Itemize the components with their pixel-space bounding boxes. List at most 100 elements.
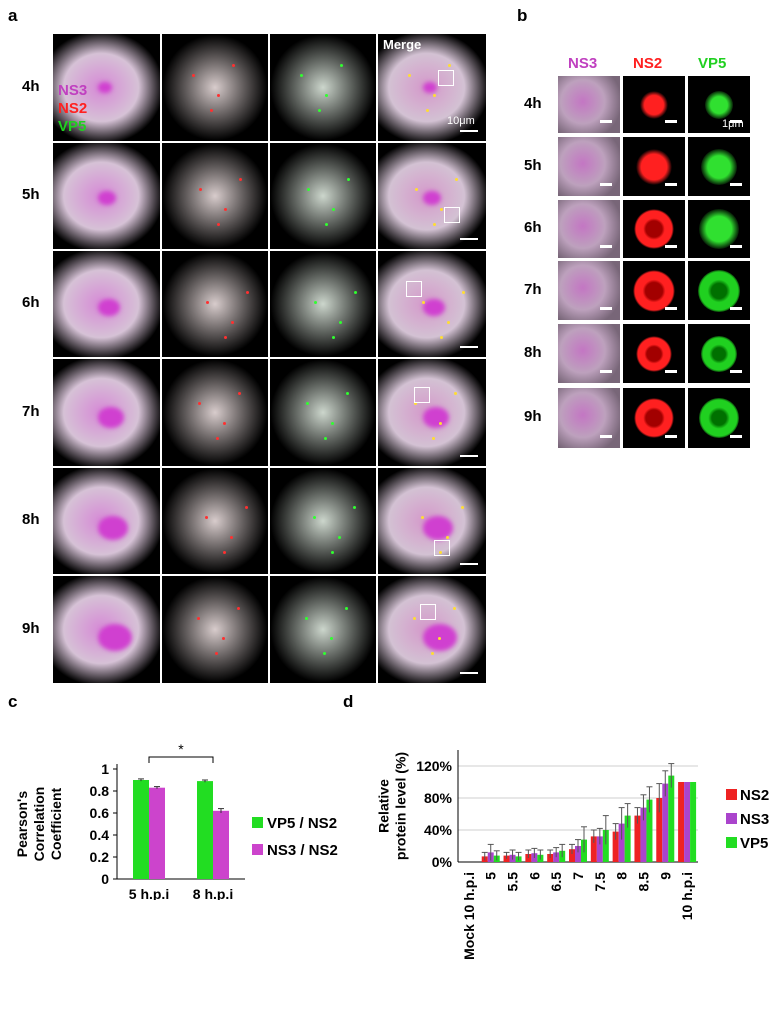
ns2-image [162,251,268,357]
time-label: 6h [22,294,40,311]
scale-bar [730,245,742,248]
cell-body [423,82,438,94]
vp5-ring [701,335,737,372]
ns3-image [53,576,160,683]
scale-bar [665,183,677,186]
ns2-ring [634,209,674,249]
puncta [439,422,442,425]
time-label: 7h [524,280,542,298]
puncta [210,109,213,112]
time-label: 8h [22,511,40,528]
zoom-box [444,207,460,223]
time-label: 6h [524,219,542,236]
cell-body [423,298,446,317]
puncta [446,536,449,539]
channel-legend-ns3: NS3 [58,82,88,99]
puncta [224,208,227,211]
legend-swatch [726,789,737,800]
y-tick-label: 0.4 [90,827,110,843]
puncta [224,336,227,339]
bar [678,782,685,862]
bar [590,836,597,862]
correlation-chart: 0 0.2 0.4 0.6 0.8 1 Pearson's Correlation Coeffi… [14,741,338,900]
scale-bar [665,245,677,248]
y-axis-label-line: protein level (%) [393,752,409,860]
y-axis-label-line: Relative [376,779,392,833]
vp5-image [270,34,376,141]
bar [656,798,663,862]
scale-bar [730,435,742,438]
y-tick-label: 1 [101,761,109,777]
puncta [205,516,208,519]
puncta [307,188,310,191]
scale-label: 10μm [447,115,475,127]
puncta [305,617,308,620]
panel-d-label: d [343,692,354,711]
puncta [331,551,334,554]
vp5-ring [699,209,739,249]
puncta [432,437,435,440]
ns2-image [162,34,268,141]
ns2-zoom-image [623,261,685,320]
vp5-zoom-image [688,200,750,258]
bar [690,782,697,862]
cell-body [423,407,450,428]
y-tick-label: 40% [424,822,453,838]
column-header-vp5: VP5 [698,55,727,72]
puncta [332,208,335,211]
scale-bar [665,307,677,310]
y-axis-label: Relative protein level (%) [376,752,409,860]
channel-legend-ns2: NS2 [58,100,88,117]
legend-label: VP5 [740,835,768,852]
x-tick-label: 5.5 [505,872,521,892]
puncta [353,506,356,509]
x-tick-label: 5 h.p.i [129,886,169,900]
x-tick-label: 6 [526,872,542,880]
bar [596,836,603,862]
scale-bar [460,455,478,457]
puncta [454,392,457,395]
puncta [246,291,249,294]
ns3-image [53,251,160,357]
puncta [440,208,443,211]
vp5-image [270,251,376,357]
y-tick-label: 0.2 [90,849,110,865]
scale-bar [460,563,478,565]
vp5-zoom-image [688,388,750,448]
vp5-ring [701,148,737,185]
puncta [440,336,443,339]
bar [602,830,609,862]
x-tick-label: Mock 10 h.p.i [461,872,477,960]
bar [133,780,149,879]
bar [640,807,647,862]
puncta [345,607,348,610]
vp5-ring [698,269,740,312]
x-tick-label: 8.5 [635,872,651,892]
x-tick-label: 8 [614,872,630,880]
puncta [346,392,349,395]
puncta [461,506,464,509]
scale-bar [460,672,478,674]
puncta [339,321,342,324]
legend-label: NS3 [740,811,769,828]
scale-bar [600,370,612,373]
puncta [217,223,220,226]
scale-bar [730,370,742,373]
cell-body [97,515,128,540]
legend-swatch [252,817,263,828]
zoom-box [420,604,436,620]
legend-label: VP5 / NS2 [267,815,337,832]
puncta [455,178,458,181]
x-tick-label: 6.5 [548,872,564,892]
puncta [245,506,248,509]
puncta [217,94,220,97]
bar [197,781,213,879]
puncta [314,301,317,304]
puncta [414,402,417,405]
vp5-image [270,143,376,249]
ns2-ring [640,90,668,119]
y-axis-label: Pearson's Correlation Coefficient [14,787,64,862]
cell-body [97,190,116,206]
vp5-zoom-image [688,76,750,133]
puncta [325,94,328,97]
